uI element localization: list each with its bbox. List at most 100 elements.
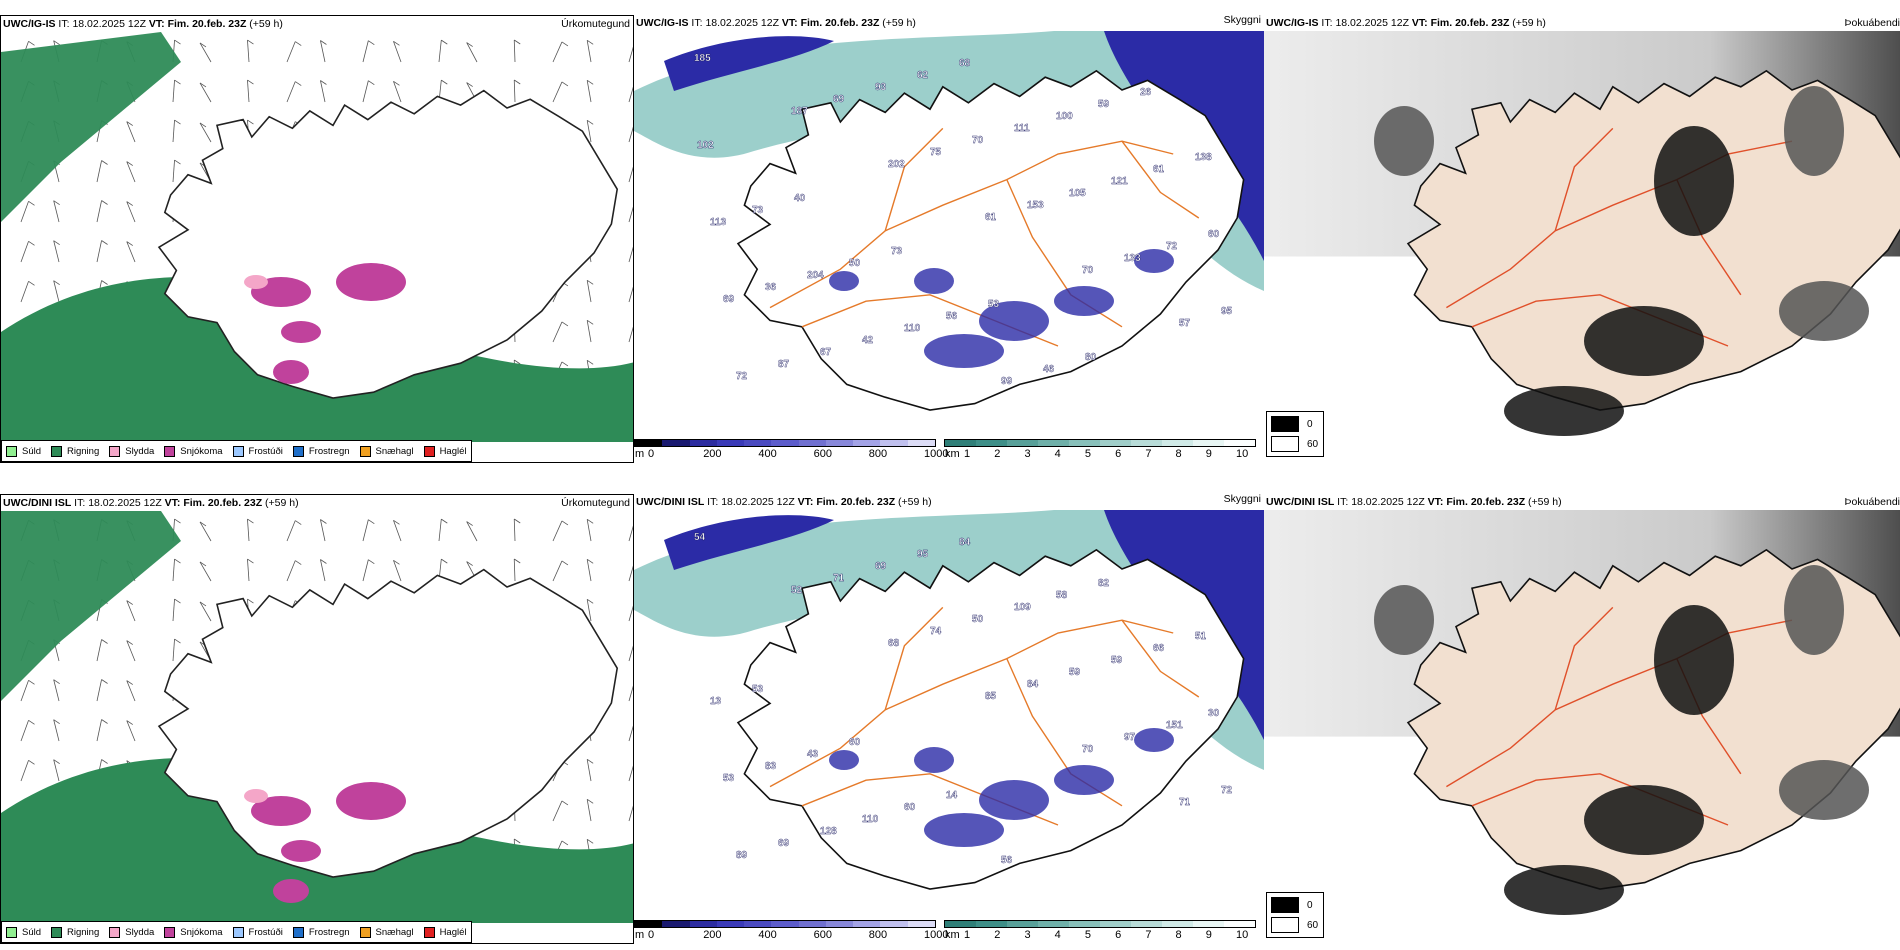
panel-header: UWC/IG-IS IT: 18.02.2025 12Z VT: Fim. 20… xyxy=(634,15,1264,31)
cloudbase-colorbar: m 0 200 400 600 800 1000 xyxy=(634,920,948,942)
precip-legend: Súld Rigning Slydda Snjókoma Frostúði Frostre… xyxy=(1,440,472,462)
visibility-value-label: 138 xyxy=(1195,152,1212,163)
visibility-value-label: 73 xyxy=(891,246,903,257)
visibility-value-label: 51 xyxy=(1195,631,1207,642)
visibility-value-label: 61 xyxy=(985,212,997,223)
visibility-value-label: 59 xyxy=(1069,667,1081,678)
legend-item: Snæhagl xyxy=(359,445,414,457)
visibility-value-label: 56 xyxy=(1001,855,1013,866)
visibility-value-label: 83 xyxy=(765,761,777,772)
fog-legend: 0 60 xyxy=(1266,411,1324,457)
visibility-value-label: 40 xyxy=(794,193,806,204)
colorbar-tick-label: 10 xyxy=(1236,448,1249,460)
legend-label: Súld xyxy=(22,445,42,457)
precip-legend: Súld Rigning Slydda Snjókoma Frostúði Frostre… xyxy=(1,921,472,943)
legend-swatch xyxy=(423,445,435,457)
panel-title: Þokuábendi xyxy=(1844,17,1900,29)
colorbar-tick-label: 8 xyxy=(1175,448,1182,460)
panel-title: Skyggni xyxy=(1223,15,1261,26)
legend-item: Frostúði xyxy=(232,445,283,457)
legend-label: Frostregn xyxy=(308,926,350,938)
colorbar-tick-label: 800 xyxy=(868,448,888,460)
visibility-value-label: 93 xyxy=(875,82,887,93)
visibility-value-label: 113 xyxy=(710,217,727,228)
fog-map[interactable] xyxy=(1264,510,1900,922)
panel-header: UWC/IG-IS IT: 18.02.2025 12Z VT: Fim. 20… xyxy=(1,16,633,32)
legend-item: Súld xyxy=(6,926,42,938)
legend-label: Súld xyxy=(22,926,42,938)
fog-legend: 0 60 xyxy=(1266,892,1324,938)
visibility-map[interactable]: 185 187 202 61 70 57 72 69 75 153 133 95 87 93 70 105 72… xyxy=(634,31,1264,441)
colorbar-tick-label: 0 xyxy=(648,929,655,941)
panel-header: UWC/DINI ISL IT: 18.02.2025 12Z VT: Fim.… xyxy=(1,495,633,511)
visibility-value-label: 70 xyxy=(972,135,984,146)
visibility-value-label: 53 xyxy=(988,299,1000,310)
legend-item: Slydda xyxy=(109,445,155,457)
visibility-value-label: 67 xyxy=(820,347,832,358)
legend-item: Snjókoma xyxy=(164,926,223,938)
panel-title: Úrkomutegund xyxy=(561,18,630,30)
colorbar-tick-label: 4 xyxy=(1054,448,1061,460)
legend-item: Snæhagl xyxy=(359,926,414,938)
visibility-colorbar: km 1 2 3 4 5 6 7 8 9 10 xyxy=(944,439,1264,461)
model-name: UWC/DINI ISL xyxy=(3,497,72,509)
visibility-value-label: 59 xyxy=(1098,99,1110,110)
colorbar-tick-label: 2 xyxy=(994,448,1001,460)
visibility-map[interactable]: 54 52 68 85 70 71 89 71 74 84 97 72 69 69 50 59 151 53 128… xyxy=(634,510,1264,922)
legend-label: Slydda xyxy=(125,926,155,938)
visibility-value-label: 105 xyxy=(1069,188,1086,199)
precip-type-panel-top: UWC/IG-IS IT: 18.02.2025 12Z VT: Fim. 20… xyxy=(0,15,634,463)
precipitation-map[interactable] xyxy=(1,32,634,442)
fog-indicator-panel-bottom: UWC/DINI ISL IT: 18.02.2025 12Z VT: Fim.… xyxy=(1264,494,1900,944)
legend-swatch xyxy=(423,926,435,938)
legend-label: Frostúði xyxy=(248,445,283,457)
legend-item: Haglél xyxy=(423,445,467,457)
panel-header: UWC/IG-IS IT: 18.02.2025 12Z VT: Fim. 20… xyxy=(1264,15,1900,31)
legend-swatch xyxy=(292,445,304,457)
legend-item: Frostregn xyxy=(292,926,350,938)
colorbar-tick-label: 600 xyxy=(813,448,832,460)
colorbar-tick-label: 400 xyxy=(758,448,777,460)
legend-label: Rigning xyxy=(67,445,100,457)
visibility-value-label: 70 xyxy=(1082,265,1094,276)
colorbar-tick-label: 4 xyxy=(1054,929,1061,941)
visibility-value-label: 62 xyxy=(917,70,929,81)
visibility-value-label: 72 xyxy=(1221,785,1233,796)
legend-swatch xyxy=(51,926,63,938)
precipitation-map[interactable] xyxy=(1,511,634,923)
visibility-value-label: 85 xyxy=(985,691,997,702)
visibility-value-label: 59 xyxy=(1111,655,1123,666)
fog-indicator-panel-top: UWC/IG-IS IT: 18.02.2025 12Z VT: Fim. 20… xyxy=(1264,15,1900,463)
visibility-value-label: 13 xyxy=(710,696,722,707)
fog-map[interactable] xyxy=(1264,31,1900,441)
visibility-value-label: 60 xyxy=(1208,229,1220,240)
legend-label: Slydda xyxy=(125,445,155,457)
legend-swatch xyxy=(359,926,371,938)
colorbar-tick-label: 7 xyxy=(1145,448,1152,460)
visibility-value-label: 110 xyxy=(862,814,879,825)
visibility-value-label: 60 xyxy=(849,737,861,748)
visibility-value-label: 58 xyxy=(1056,590,1068,601)
visibility-value-label: 121 xyxy=(1111,176,1128,187)
colorbar-tick-label: 7 xyxy=(1145,929,1152,941)
precip-type-panel-bottom: UWC/DINI ISL IT: 18.02.2025 12Z VT: Fim.… xyxy=(0,494,634,944)
visibility-value-label: 68 xyxy=(959,58,971,69)
panel-title: Þokuábendi xyxy=(1844,496,1900,508)
visibility-value-label: 109 xyxy=(1014,602,1031,613)
visibility-value-label: 72 xyxy=(736,371,748,382)
visibility-value-label: 97 xyxy=(1124,732,1136,743)
visibility-colorbar: km 1 2 3 4 5 6 7 8 9 10 xyxy=(944,920,1264,942)
colorbar-tick-label: 3 xyxy=(1024,448,1031,460)
colorbar-tick-label: 10 xyxy=(1236,929,1249,941)
panel-header: UWC/DINI ISL IT: 18.02.2025 12Z VT: Fim.… xyxy=(1264,494,1900,510)
visibility-value-label: 185 xyxy=(694,53,711,64)
legend-item: Rigning xyxy=(51,926,99,938)
visibility-value-label: 69 xyxy=(833,94,845,105)
colorbar-tick-label: 1 xyxy=(964,448,971,460)
visibility-value-label: 128 xyxy=(820,826,837,837)
legend-label: Snæhagl xyxy=(375,445,414,457)
colorbar-tick-label: 0 xyxy=(648,448,655,460)
model-name: UWC/IG-IS xyxy=(3,18,56,30)
legend-item: Slydda xyxy=(109,926,155,938)
panel-header: UWC/DINI ISL IT: 18.02.2025 12Z VT: Fim.… xyxy=(634,494,1264,510)
